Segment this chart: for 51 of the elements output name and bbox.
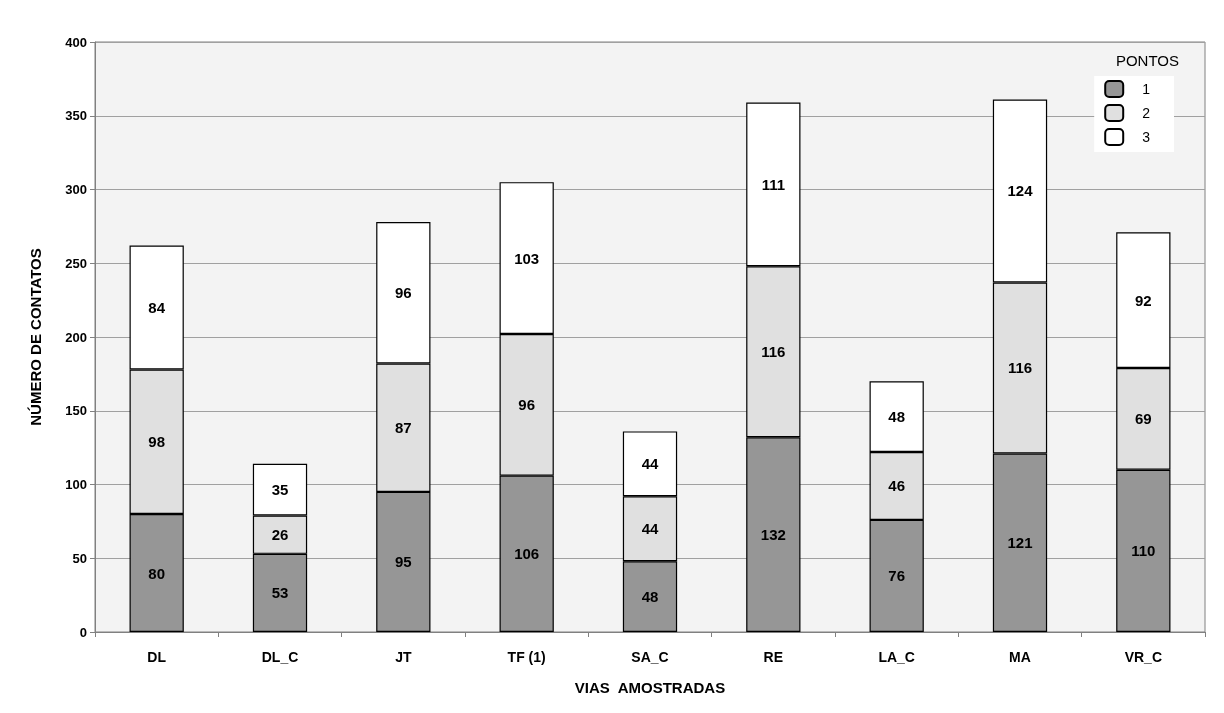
data-label: 46 [888,477,906,495]
data-label: 53 [271,584,289,602]
y-tick-label: 200 [65,329,87,345]
data-label: 95 [394,553,412,571]
x-axis-title: VIAS AMOSTRADAS [574,679,726,696]
y-tick-label: 0 [79,624,87,640]
legend-title: PONTOS [1115,52,1180,69]
x-tick-label: JT [395,649,412,665]
data-label: 69 [1134,410,1152,428]
data-label: 26 [271,526,289,544]
y-tick-label: 400 [65,34,87,50]
data-label: 106 [514,545,540,563]
x-tick-label: DL [147,649,167,665]
y-tick-label: 350 [65,108,87,124]
y-tick-label: 250 [65,255,87,271]
x-tick-label: MA [1009,649,1031,665]
data-label: 96 [518,396,536,414]
y-tick-label: 100 [65,477,87,492]
data-label: 44 [641,455,659,473]
data-label: 124 [1007,182,1034,200]
data-label: 116 [761,343,786,361]
data-label: 84 [148,299,166,316]
data-label: 76 [888,567,906,585]
data-label: 92 [1134,291,1152,309]
y-axis-title: NÚMERO DE CONTATOS [27,248,44,426]
x-tick-label: TF (1) [507,649,546,665]
x-tick-label: LA_C [878,649,915,665]
data-label: 96 [394,284,412,302]
data-label: 132 [760,526,786,544]
data-label: 44 [641,520,659,538]
data-label: 116 [1007,359,1033,377]
data-label: 80 [148,564,166,582]
legend-label: 1 [1142,81,1151,97]
legend-label: 3 [1142,129,1151,145]
data-label: 35 [271,481,289,499]
x-tick-label: DL_C [261,649,299,665]
y-tick-label: 300 [65,182,87,197]
x-tick-label: VR_C [1124,649,1163,665]
data-label: 121 [1007,534,1033,552]
y-tick-label: 150 [65,403,87,419]
data-label: 110 [1131,542,1156,560]
data-label: 87 [394,419,412,437]
data-label: 111 [761,175,786,193]
legend-label: 2 [1142,105,1151,121]
data-label: 48 [888,408,906,426]
x-tick-label: SA_C [631,649,669,665]
data-label: 103 [514,249,540,267]
data-label: 48 [641,588,659,606]
x-tick-label: RE [763,649,784,665]
y-tick-label: 50 [72,550,87,566]
data-label: 98 [148,433,166,451]
